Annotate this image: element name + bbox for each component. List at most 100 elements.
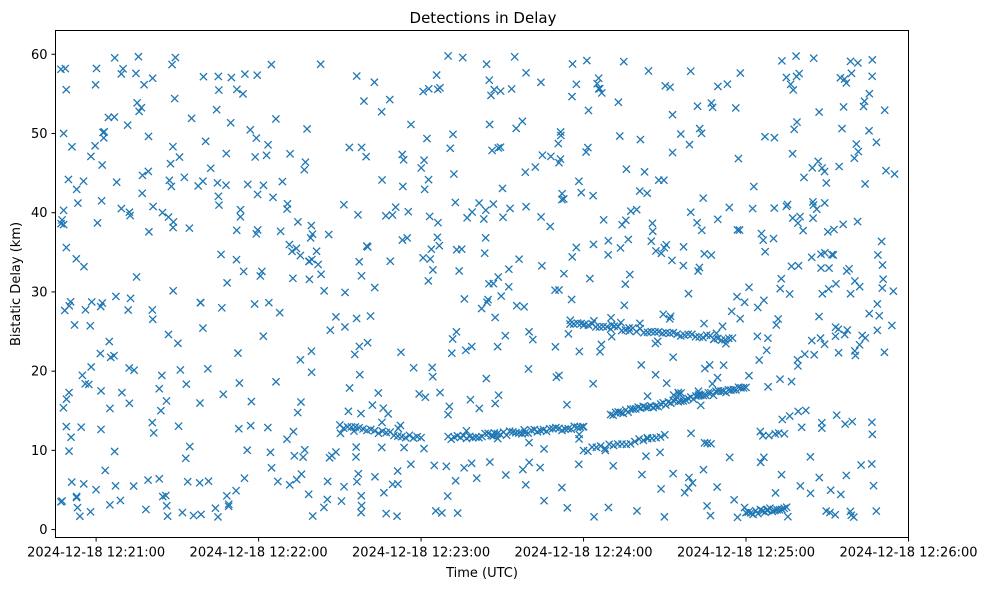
scatter-point [785,289,794,299]
scatter-point [99,133,108,142]
scatter-point [458,53,467,62]
scatter-point [415,389,424,398]
scatter-point [443,492,452,501]
scatter-point [162,396,171,406]
scatter-point [842,266,851,276]
scatter-point [479,214,488,224]
scatter-point [788,214,797,223]
scatter-point [148,305,157,315]
scatter-point [616,318,625,327]
scatter-point [253,225,262,235]
scatter-point [391,203,400,212]
scatter-point [591,322,600,332]
scatter-point [780,504,789,513]
scatter-point [232,486,241,495]
scatter-point [468,433,477,442]
scatter-point [643,433,652,442]
scatter-point [377,418,386,427]
scatter-point [579,321,588,330]
scatter-point [660,512,669,521]
scatter-point [809,214,818,223]
scatter-point [421,393,430,402]
scatter-point [96,349,105,358]
scatter-point [363,242,372,251]
scatter-point [873,326,882,335]
scatter-point [877,237,886,246]
scatter-point [536,78,545,87]
scatter-point [669,469,678,478]
scatter-point [820,340,829,349]
scatter-point [493,342,502,351]
scatter-point [435,388,445,397]
scatter-point [62,422,71,431]
scatter-point [77,423,86,432]
scatter-point [725,203,734,212]
scatter-point [379,404,388,413]
scatter-point [301,158,310,167]
scatter-point [563,503,572,512]
scatter-point [728,333,737,343]
scatter-point [312,247,321,256]
scatter-point [878,260,887,270]
scatter-point [561,425,570,434]
scatter-point [377,443,386,452]
scatter-point [243,446,252,455]
scatter-point [585,274,594,283]
scatter-point [643,189,652,198]
scatter-point [809,200,818,210]
scatter-point [538,151,547,160]
scatter-point [872,138,881,147]
scatter-point [707,251,716,260]
scatter-point [424,276,433,285]
scatter-point [582,147,591,157]
scatter-point [138,171,147,180]
scatter-point [597,340,606,349]
scatter-point [826,486,835,495]
scatter-point [226,118,235,127]
scatter-point [239,267,248,276]
scatter-point [753,303,762,312]
scatter-point [460,463,469,472]
scatter-point [169,286,178,295]
scatter-point [223,278,232,287]
scatter-point [712,329,721,338]
scatter-point [267,463,276,472]
scatter-point [199,72,208,81]
scatter-point [508,427,517,436]
scatter-point [651,402,660,411]
scatter-point [835,162,844,171]
scatter-point [772,320,781,330]
scatter-point [521,202,531,211]
scatter-point [417,433,426,442]
scatter-point [93,218,102,227]
scatter-point [401,433,410,442]
scatter-point [868,72,877,81]
scatter-point [614,407,623,417]
scatter-point [144,132,153,141]
scatter-point [132,272,141,281]
scatter-point [716,387,726,396]
scatter-point [123,121,132,130]
scatter-point [531,162,540,172]
scatter-point [253,190,262,199]
scatter-point [625,323,634,333]
scatter-point [482,298,492,307]
scatter-point [656,432,665,442]
scatter-point [72,492,81,501]
scatter-point [362,152,371,161]
scatter-point [709,335,718,344]
scatter-point [632,506,642,516]
scatter-point [222,149,231,158]
scatter-point [174,422,183,431]
scatter-point [697,129,706,138]
scatter-point [350,350,359,359]
scatter-point [219,390,228,399]
scatter-point [889,287,898,296]
scatter-point [525,458,534,467]
scatter-point [515,255,524,264]
scatter-point [890,169,899,179]
scatter-point [807,336,816,345]
scatter-point [774,314,783,324]
scatter-point [792,52,801,61]
scatter-point [98,160,107,170]
